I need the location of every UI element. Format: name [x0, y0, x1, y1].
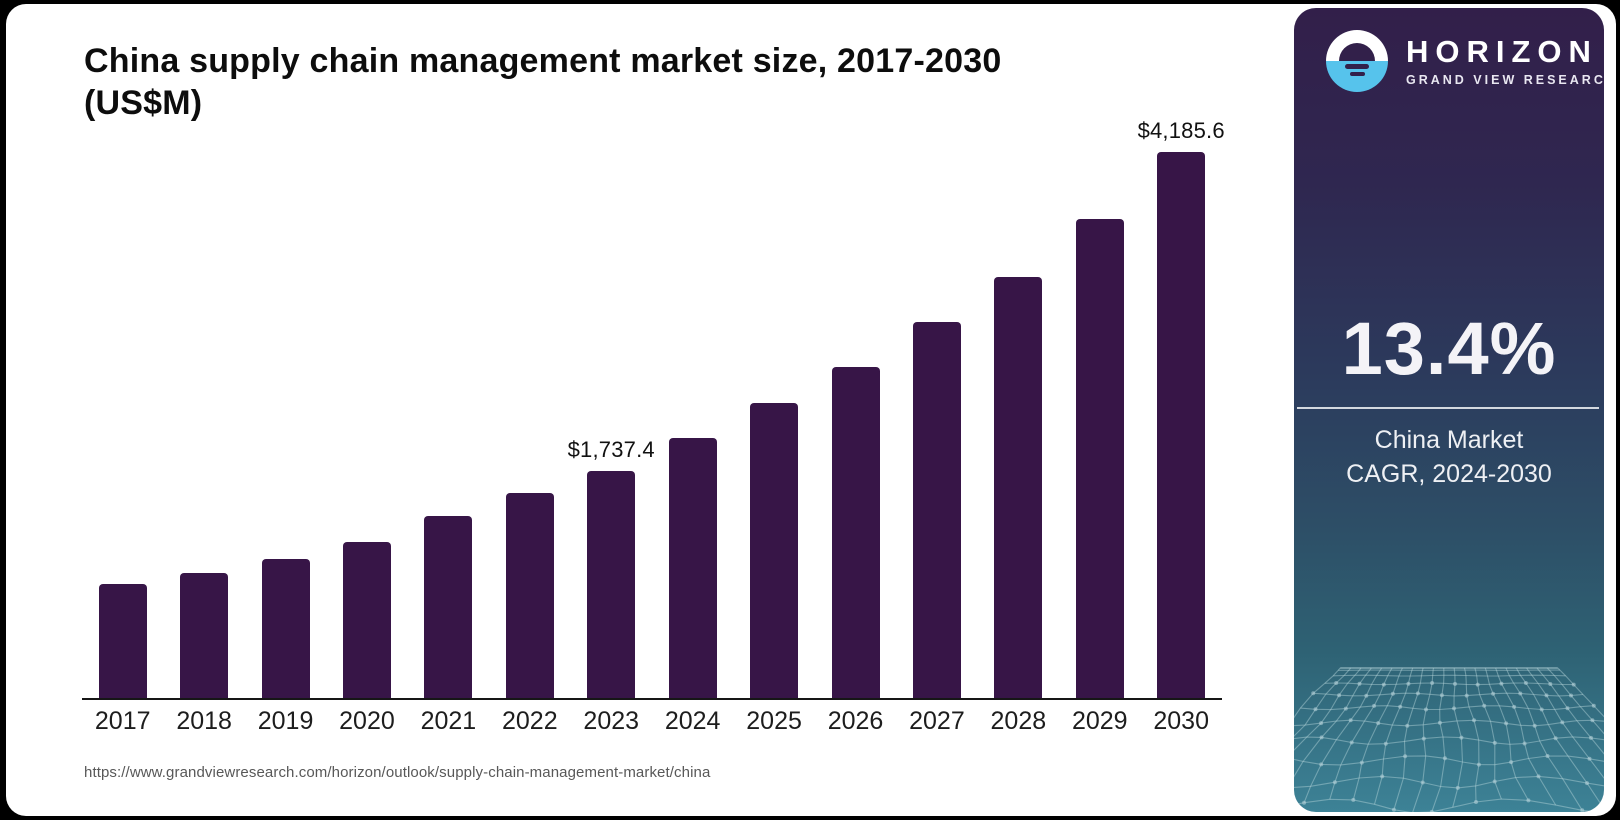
x-tick-label-2028: 2028 — [990, 707, 1047, 735]
bar-value-label-2023: $1,737.4 — [567, 437, 655, 463]
x-tick-label-2018: 2018 — [176, 707, 232, 735]
chart-title-line1: China supply chain management market siz… — [84, 42, 1002, 80]
stat-divider — [1297, 407, 1599, 409]
x-tick-label-2019: 2019 — [257, 707, 314, 735]
ripple-line-1 — [1345, 64, 1369, 69]
bar-column-2023: $1,737.4 — [567, 124, 655, 698]
bar-column-2027 — [896, 124, 977, 698]
bar-column-2026 — [815, 124, 896, 698]
chart-title: China supply chain management market siz… — [84, 40, 1094, 124]
bar-2019 — [261, 559, 310, 698]
bar-columns: $1,737.4 $4,185.6 — [82, 118, 1225, 698]
source-url: https://www.grandviewresearch.com/horizo… — [84, 764, 711, 781]
bar-2024 — [668, 437, 717, 698]
bar-column-2021 — [408, 124, 489, 698]
cagr-value: 13.4% — [1341, 307, 1557, 390]
cagr-stat: 13.4% China Market CAGR, 2024-2030 — [1294, 306, 1604, 491]
cagr-caption-line2: CAGR, 2024-2030 — [1346, 460, 1552, 488]
x-tick-label-2027: 2027 — [909, 707, 965, 735]
bar-2027 — [912, 322, 961, 698]
bar-column-2019 — [245, 124, 326, 698]
bar-2025 — [750, 403, 799, 698]
x-tick-label-2017: 2017 — [94, 707, 151, 735]
cagr-caption-line1: China Market — [1374, 426, 1524, 454]
horizon-sun-icon — [1326, 30, 1388, 92]
x-tick-label-2025: 2025 — [746, 707, 802, 735]
mesh-pattern — [1294, 667, 1604, 812]
bar-2020 — [342, 541, 391, 698]
bar-2028 — [994, 276, 1043, 698]
brand-text: HORIZON GRAND VIEW RESEARCH — [1406, 34, 1604, 88]
cagr-caption: China Market CAGR, 2024-2030 — [1294, 423, 1604, 491]
x-axis-line — [82, 698, 1222, 700]
bar-column-2020 — [326, 124, 407, 698]
bar-2018 — [180, 573, 229, 698]
year-labels: 2017 2018 2019 2020 2021 2022 2023 2024 2025 2026… — [82, 707, 1222, 736]
chart-title-line2: (US$M) — [84, 84, 203, 122]
x-tick-label-2021: 2021 — [420, 707, 477, 735]
bar-2017 — [98, 583, 147, 698]
bar-2022 — [505, 493, 554, 698]
bar-column-2018 — [163, 124, 244, 698]
bar-column-2024 — [652, 124, 733, 698]
x-tick-label-2030: 2030 — [1153, 707, 1209, 735]
bar-column-2022 — [489, 124, 570, 698]
x-tick-label-2020: 2020 — [339, 707, 395, 735]
brand-name: HORIZON — [1406, 34, 1598, 69]
x-tick-label-2029: 2029 — [1071, 707, 1128, 735]
bar-2030 — [1157, 152, 1206, 698]
bar-2021 — [424, 516, 473, 698]
x-tick-label-2024: 2024 — [664, 707, 721, 735]
x-tick-label-2026: 2026 — [827, 707, 884, 735]
ripple-line-2 — [1350, 72, 1365, 76]
bar-2026 — [831, 366, 880, 698]
bar-2029 — [1075, 219, 1124, 698]
bar-column-2017 — [82, 124, 163, 698]
x-tick-label-2022: 2022 — [502, 707, 558, 735]
brand-subtitle: GRAND VIEW RESEARCH — [1406, 73, 1604, 87]
sun-dome-shape — [1339, 43, 1375, 61]
bar-column-2030: $4,185.6 — [1138, 118, 1225, 698]
bar-column-2028 — [978, 124, 1059, 698]
bar-column-2025 — [733, 124, 814, 698]
x-tick-label-2023: 2023 — [583, 707, 640, 735]
bar-column-2029 — [1059, 124, 1140, 698]
brand-sidebar: HORIZON GRAND VIEW RESEARCH 13.4% China … — [1294, 8, 1604, 812]
brand-logo: HORIZON GRAND VIEW RESEARCH — [1326, 30, 1604, 92]
bar-2023 — [587, 471, 636, 698]
bar-value-label-2030: $4,185.6 — [1137, 117, 1225, 143]
